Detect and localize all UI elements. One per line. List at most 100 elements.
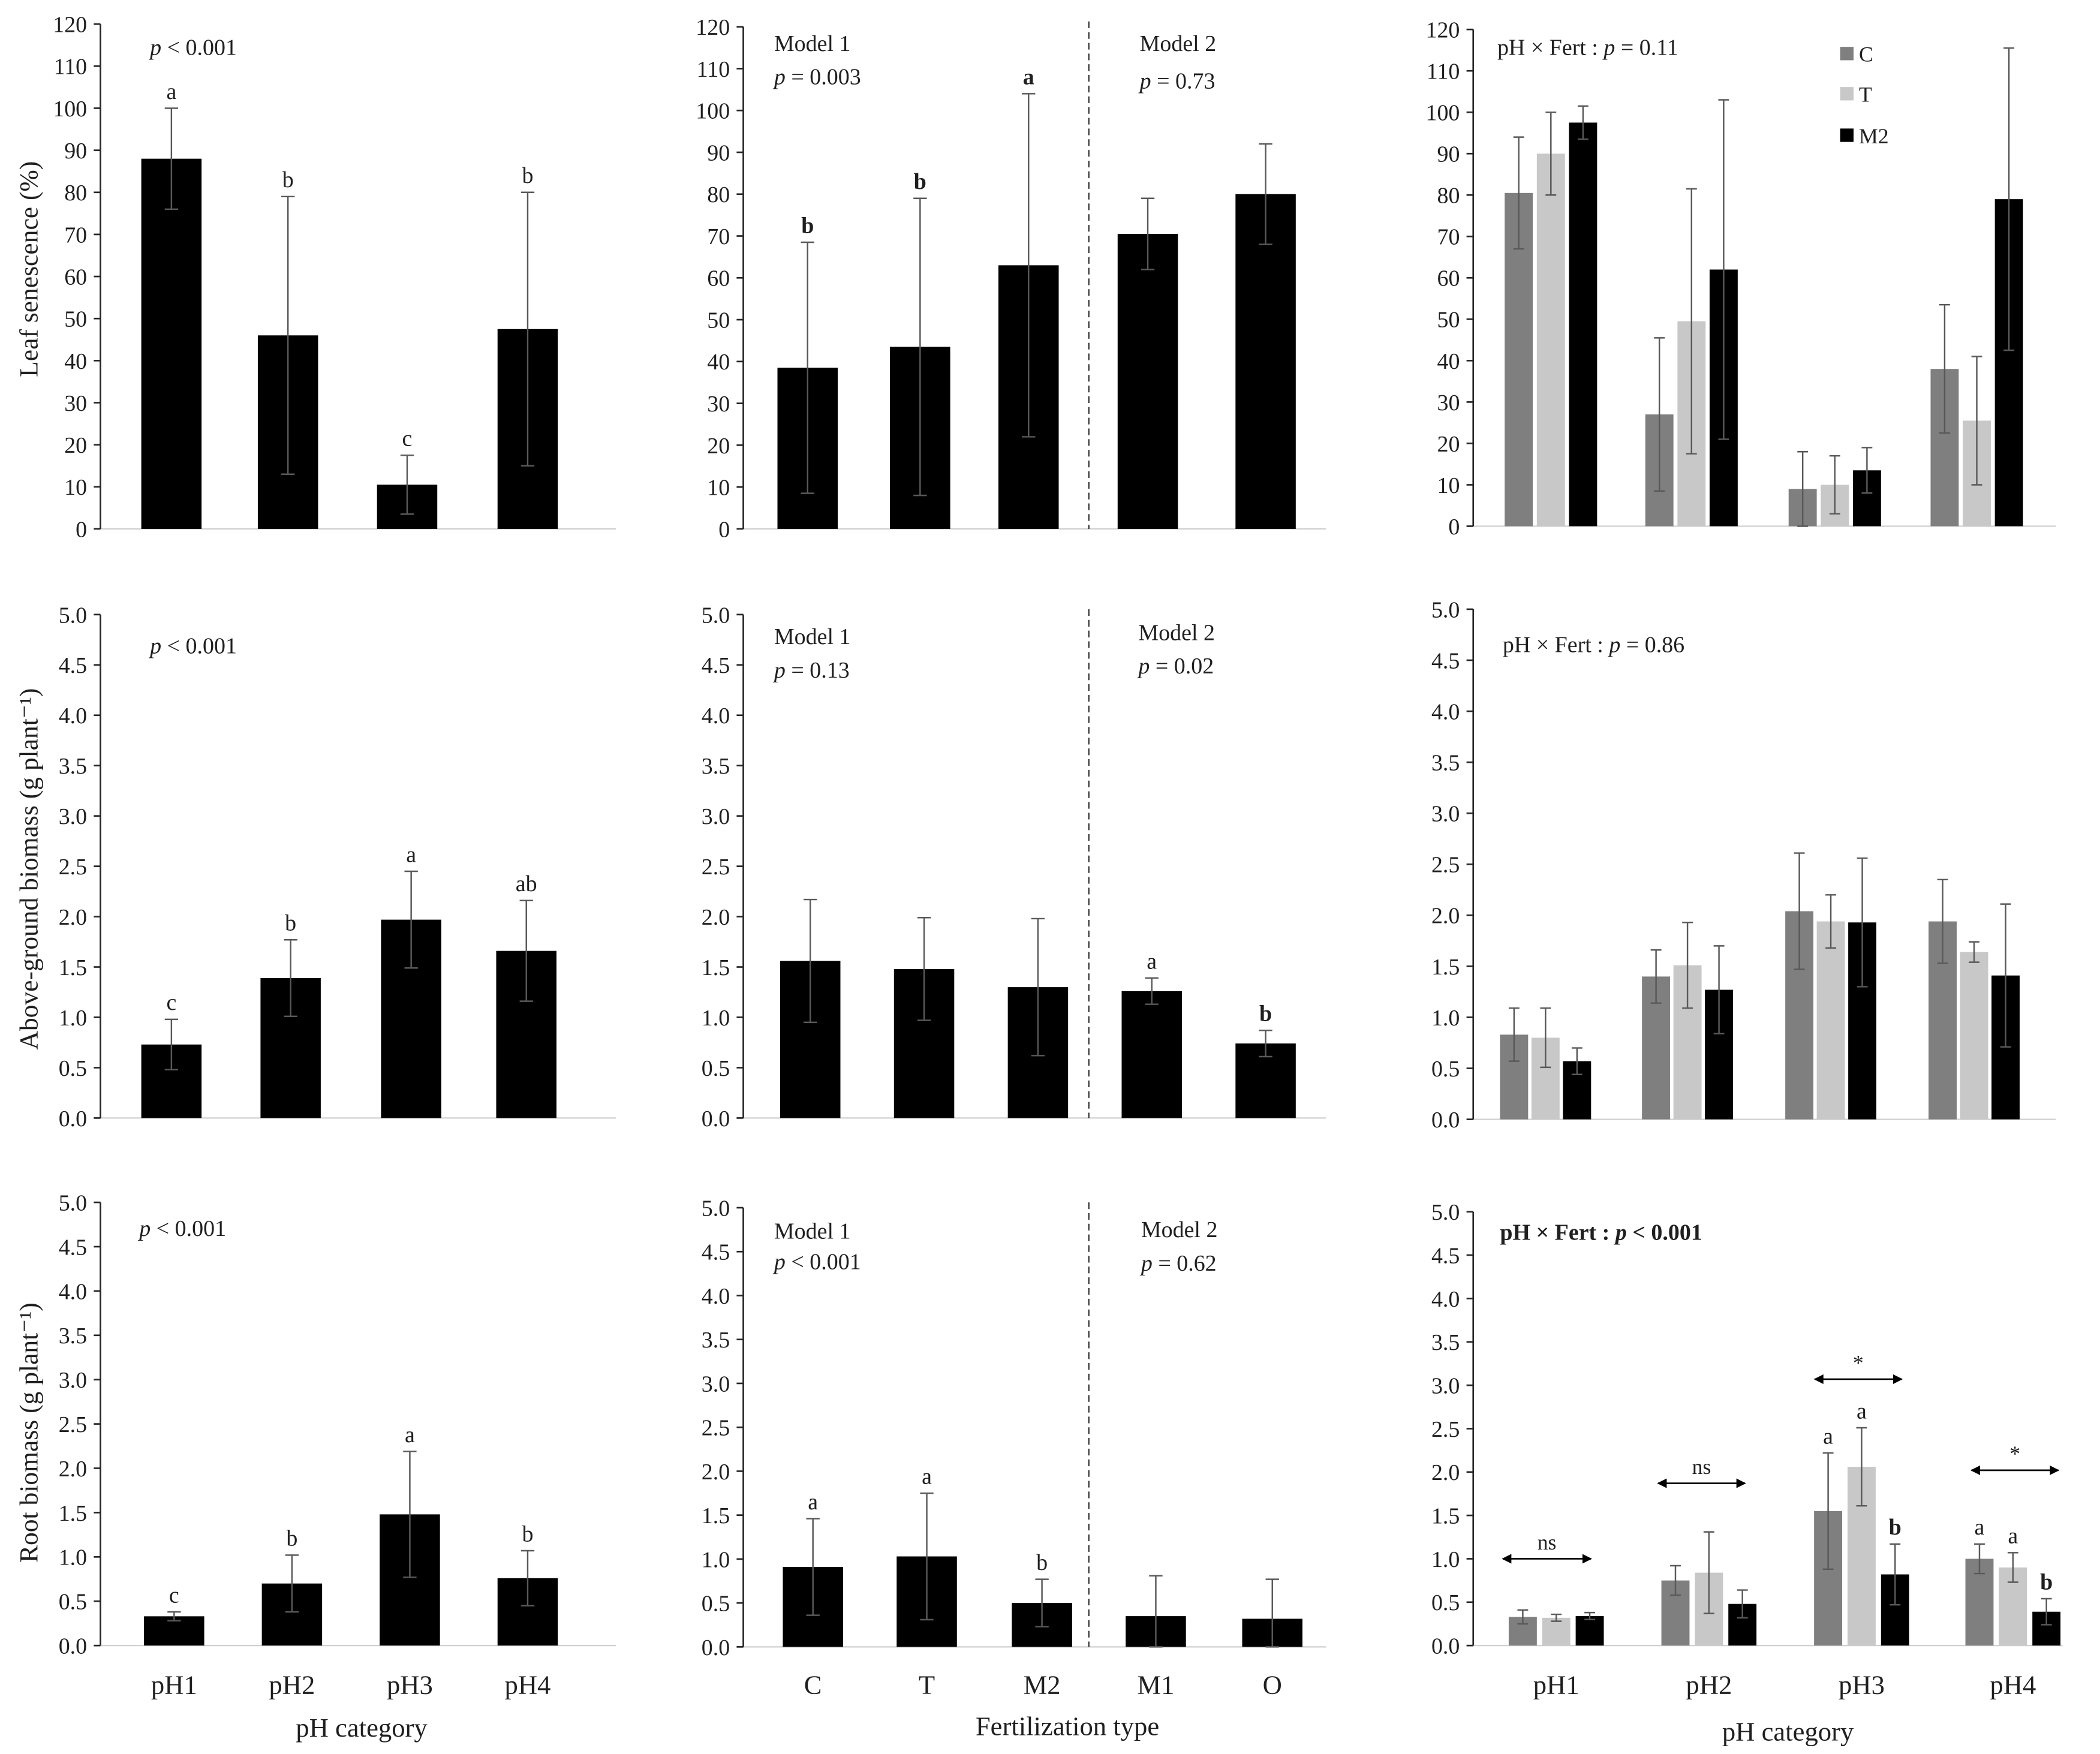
y-tick-label: 80	[64, 180, 87, 206]
y-tick-label: 4.5	[702, 653, 730, 678]
error-bar-pH3	[400, 454, 414, 515]
y-tick-label: 5.0	[1431, 597, 1460, 622]
significance-letter-pH4: b	[522, 163, 533, 188]
significance-letter-O: b	[1259, 1001, 1272, 1027]
y-tick-label: 1.5	[1431, 1504, 1460, 1529]
error-bar-T-pH4	[2007, 1552, 2018, 1583]
category-label-pH4: pH4	[505, 1670, 551, 1700]
bar-T-pH4	[1960, 952, 1988, 1120]
error-bar-M2-pH3	[1861, 447, 1873, 494]
significance-bracket-label: ns	[1538, 1530, 1557, 1554]
y-tick-label: 90	[1437, 142, 1460, 167]
y-tick-label: 1.5	[1431, 955, 1460, 980]
error-bar-M1	[1141, 197, 1155, 270]
y-tick-label: 90	[707, 140, 730, 166]
category-label-pH2: pH2	[269, 1670, 315, 1700]
y-tick-label: 0	[76, 517, 87, 542]
y-tick-label: 120	[53, 13, 87, 38]
significance-bracket-label: *	[1853, 1350, 1864, 1374]
model-2-label: Model 2	[1140, 31, 1217, 56]
error-bar-pH3	[403, 1451, 417, 1578]
error-bar-M2-pH4	[2041, 1597, 2052, 1626]
y-tick-label: 100	[53, 97, 87, 122]
panel-leaf-senescence-ph-x-fertilization: 0 10 20 30 40 50 60 70 80 90 100 110 120 pH × Fert : …	[1425, 18, 2056, 540]
model-1-label: Model 1	[774, 1219, 851, 1244]
y-tick-label: 3.5	[59, 754, 87, 779]
error-bar-T-pH4	[1969, 941, 1979, 963]
model-2-p-value: p = 0.02	[1136, 654, 1214, 679]
panel-root-biomass-ph-x-fertilization: 0.00.51.01.52.02.53.03.54.04.55.0aaaabbp…	[1431, 1200, 2063, 1700]
error-bar-C-pH1	[1513, 136, 1524, 250]
significance-letter-M2-pH3: b	[1889, 1515, 1902, 1540]
bar-O	[1235, 194, 1296, 529]
significance-letter-T-pH4: a	[2008, 1524, 2018, 1549]
y-tick-label: 60	[707, 266, 730, 291]
y-tick-label: 30	[707, 392, 730, 417]
error-bar-T-pH1	[1540, 1007, 1551, 1069]
error-bar-T-pH1	[1545, 111, 1557, 196]
error-bar-M2-pH2	[1713, 945, 1725, 1034]
panel-above-ground-biomass-by-fertilization: 0.0 0.5 1.0 1.5 2.0 2.5 3.0 3.5 4.0 4.5 5.0 a b Model…	[702, 603, 1326, 1132]
error-bar-T-pH2	[1682, 922, 1693, 1009]
legend-swatch-T	[1840, 87, 1854, 101]
error-bar-M2-pH2	[1718, 99, 1729, 440]
error-bar-C-pH4	[1974, 1543, 1985, 1575]
bar-M2-pH1	[1569, 122, 1597, 526]
y-tick-label: 2.5	[1431, 853, 1460, 878]
significance-letter-pH1: c	[169, 1582, 179, 1608]
significance-letter-M2: b	[1036, 1550, 1048, 1575]
y-tick-label: 3.0	[1431, 1373, 1460, 1398]
significance-letter-M1: a	[1147, 949, 1157, 974]
y-tick-label: 3.5	[1431, 1330, 1460, 1355]
error-bar-C-pH1	[1517, 1609, 1529, 1625]
y-tick-label: 2.0	[1431, 904, 1460, 929]
error-bar-T-pH3	[1856, 1427, 1867, 1507]
y-tick-label: 60	[1437, 266, 1460, 291]
error-bar-T	[920, 1492, 934, 1621]
significance-letter-pH2: b	[285, 911, 296, 936]
y-tick-label: 3.5	[59, 1323, 87, 1349]
error-bar-M2-pH4	[2003, 47, 2015, 351]
error-bar-C-pH4	[1939, 303, 1950, 434]
significance-letter-T-pH3: a	[1857, 1398, 1867, 1424]
y-tick-label: 5.0	[1431, 1200, 1460, 1225]
y-tick-label: 10	[64, 475, 87, 500]
y-tick-label: 70	[64, 222, 87, 248]
y-tick-label: 4.5	[702, 1240, 730, 1265]
error-bar-M2-pH1	[1577, 105, 1588, 140]
y-tick-label: 2.5	[702, 1416, 730, 1441]
y-tick-label: 0.0	[1431, 1634, 1460, 1659]
significance-letter-pH1: a	[166, 79, 176, 104]
category-label-M1: M1	[1137, 1670, 1174, 1700]
error-bar-C	[801, 241, 814, 494]
error-bar-pH1	[164, 107, 179, 210]
y-axis-title-above-ground-biomass: Above-ground biomass (g plant⁻¹)	[15, 688, 44, 1050]
category-label-pH2: pH2	[1686, 1670, 1732, 1700]
y-tick-label: 10	[707, 476, 730, 501]
significance-letter-pH4: b	[522, 1521, 533, 1547]
y-tick-label: 3.0	[59, 804, 87, 829]
y-tick-label: 50	[707, 308, 730, 333]
y-tick-label: 1.5	[702, 1503, 730, 1529]
error-bar-T-pH3	[1825, 894, 1837, 949]
error-bar-pH4	[521, 191, 535, 467]
significance-letter-pH1: c	[166, 990, 176, 1015]
error-bar-C-pH3	[1797, 451, 1809, 527]
y-tick-label: 1.5	[59, 955, 87, 980]
significance-letter-C: a	[808, 1490, 818, 1515]
error-bar-O	[1259, 1030, 1272, 1058]
legend-swatch-C	[1840, 47, 1854, 61]
y-tick-label: 40	[64, 349, 87, 374]
y-tick-label: 20	[707, 434, 730, 459]
y-tick-label: 1.0	[59, 1545, 87, 1571]
significance-bracket-label: ns	[1692, 1455, 1711, 1479]
model-1-label: Model 1	[774, 31, 851, 56]
y-tick-label: 5.0	[702, 603, 730, 628]
error-bar-M2-pH1	[1584, 1611, 1596, 1620]
y-tick-label: 2.0	[59, 1457, 87, 1482]
y-tick-label: 2.0	[702, 1460, 730, 1485]
y-tick-label: 2.0	[59, 905, 87, 930]
model-1-p-value: p = 0.003	[772, 65, 861, 90]
error-bar-pH1	[164, 1018, 179, 1071]
y-tick-label: 3.0	[59, 1368, 87, 1393]
